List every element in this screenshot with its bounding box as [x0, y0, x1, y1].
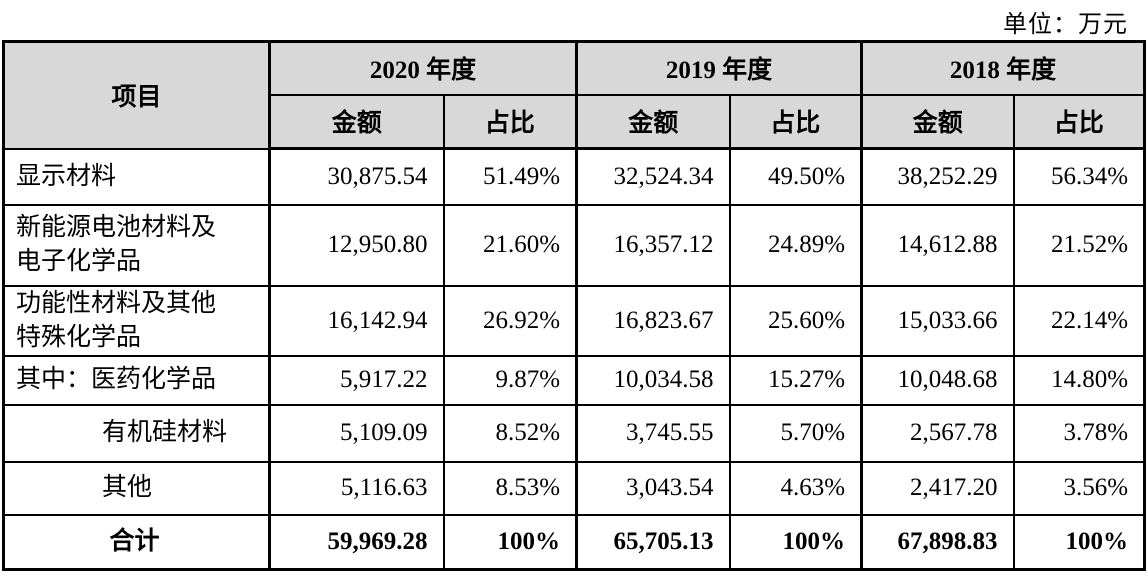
- amount-2019-cell: 65,705.13: [575, 513, 731, 571]
- amount-2018-cell: 15,033.66: [860, 284, 1015, 357]
- table-body: 显示材料 30,875.54 51.49% 32,524.34 49.50% 3…: [2, 147, 1146, 571]
- table-header-year-row: 项目 2020 年度 2019 年度 2018 年度: [2, 40, 1146, 150]
- row-item-label: 显示材料: [2, 147, 271, 206]
- row-item-label: 新能源电池材料及 电子化学品: [2, 203, 271, 287]
- table-row-display-materials: 显示材料 30,875.54 51.49% 32,524.34 49.50% 3…: [2, 147, 1146, 206]
- amount-2020-cell: 30,875.54: [268, 147, 445, 206]
- table-header-sub-row: 金额 占比 金额 占比 金额 占比: [4, 93, 1146, 150]
- amount-2019-cell: 16,357.12: [575, 203, 731, 287]
- share-2018-cell: 22.14%: [1012, 284, 1146, 357]
- share-2020-cell: 21.60%: [442, 203, 578, 287]
- share-2018-cell: 3.56%: [1012, 460, 1146, 516]
- table-row-pharma-chemicals: 其中：医药化学品 5,917.22 9.87% 10,034.58 15.27%…: [2, 354, 1146, 406]
- table-row-functional-materials: 功能性材料及其他 特殊化学品 16,142.94 26.92% 16,823.6…: [2, 284, 1146, 357]
- amount-2020-cell: 5,109.09: [268, 403, 445, 463]
- row-item-label: 有机硅材料: [2, 403, 271, 463]
- share-2020-cell: 8.53%: [442, 460, 578, 516]
- amount-2018-cell: 14,612.88: [860, 203, 1015, 287]
- amount-2019-cell: 3,745.55: [575, 403, 731, 463]
- row-item-label: 其中：医药化学品: [2, 354, 271, 406]
- share-2019-cell: 5.70%: [728, 403, 863, 463]
- amount-2020-cell: 5,116.63: [268, 460, 445, 516]
- share-2019-cell: 15.27%: [728, 354, 863, 406]
- share-2020-cell: 8.52%: [442, 403, 578, 463]
- share-2019-cell: 49.50%: [728, 147, 863, 206]
- column-header-amount-2019: 金额: [575, 93, 731, 150]
- share-2020-cell: 9.87%: [442, 354, 578, 406]
- share-2020-cell: 26.92%: [442, 284, 578, 357]
- share-2020-cell: 100%: [442, 513, 578, 571]
- table-row-new-energy-battery-materials: 新能源电池材料及 电子化学品 12,950.80 21.60% 16,357.1…: [2, 203, 1146, 287]
- amount-2018-cell: 2,567.78: [860, 403, 1015, 463]
- share-2018-cell: 14.80%: [1012, 354, 1146, 406]
- amount-2019-cell: 10,034.58: [575, 354, 731, 406]
- amount-2018-cell: 2,417.20: [860, 460, 1015, 516]
- share-2018-cell: 3.78%: [1012, 403, 1146, 463]
- share-2020-cell: 51.49%: [442, 147, 578, 206]
- unit-label: 单位：万元: [1003, 12, 1128, 38]
- share-2019-cell: 4.63%: [728, 460, 863, 516]
- amount-2020-cell: 59,969.28: [268, 513, 445, 571]
- amount-2018-cell: 38,252.29: [860, 147, 1015, 206]
- column-header-share-2020: 占比: [442, 93, 578, 150]
- column-header-item: 项目: [2, 40, 271, 150]
- row-item-label: 合计: [2, 513, 271, 571]
- table-row-others: 其他 5,116.63 8.53% 3,043.54 4.63% 2,417.2…: [2, 460, 1146, 516]
- amount-2018-cell: 10,048.68: [860, 354, 1015, 406]
- amount-2019-cell: 3,043.54: [575, 460, 731, 516]
- row-item-label: 其他: [2, 460, 271, 516]
- share-2018-cell: 100%: [1012, 513, 1146, 571]
- amount-2020-cell: 16,142.94: [268, 284, 445, 357]
- column-header-year-2018: 2018 年度: [860, 40, 1146, 96]
- amount-2020-cell: 5,917.22: [268, 354, 445, 406]
- row-item-label: 功能性材料及其他 特殊化学品: [2, 284, 271, 357]
- column-header-year-2020: 2020 年度: [267, 40, 578, 96]
- share-2019-cell: 100%: [728, 513, 863, 571]
- table-header: 项目 2020 年度 2019 年度 2018 年度 金额 占比 金额 占比 金…: [2, 40, 1146, 150]
- table-row-total: 合计 59,969.28 100% 65,705.13 100% 67,898.…: [2, 513, 1146, 571]
- share-2019-cell: 25.60%: [728, 284, 863, 357]
- amount-2019-cell: 16,823.67: [575, 284, 731, 357]
- column-header-share-2018: 占比: [1012, 93, 1146, 150]
- table-row-silicone-materials: 有机硅材料 5,109.09 8.52% 3,745.55 5.70% 2,56…: [2, 403, 1146, 463]
- column-header-amount-2018: 金额: [860, 93, 1015, 150]
- share-2019-cell: 24.89%: [728, 203, 863, 287]
- column-header-amount-2020: 金额: [268, 93, 445, 150]
- amount-2018-cell: 67,898.83: [860, 513, 1015, 571]
- amount-2020-cell: 12,950.80: [268, 203, 445, 287]
- share-2018-cell: 56.34%: [1012, 147, 1146, 206]
- share-2018-cell: 21.52%: [1012, 203, 1146, 287]
- amount-2019-cell: 32,524.34: [575, 147, 731, 206]
- column-header-share-2019: 占比: [728, 93, 863, 150]
- revenue-breakdown-table: 项目 2020 年度 2019 年度 2018 年度 金额 占比 金额 占比 金…: [2, 40, 1147, 571]
- column-header-year-2019: 2019 年度: [575, 40, 863, 96]
